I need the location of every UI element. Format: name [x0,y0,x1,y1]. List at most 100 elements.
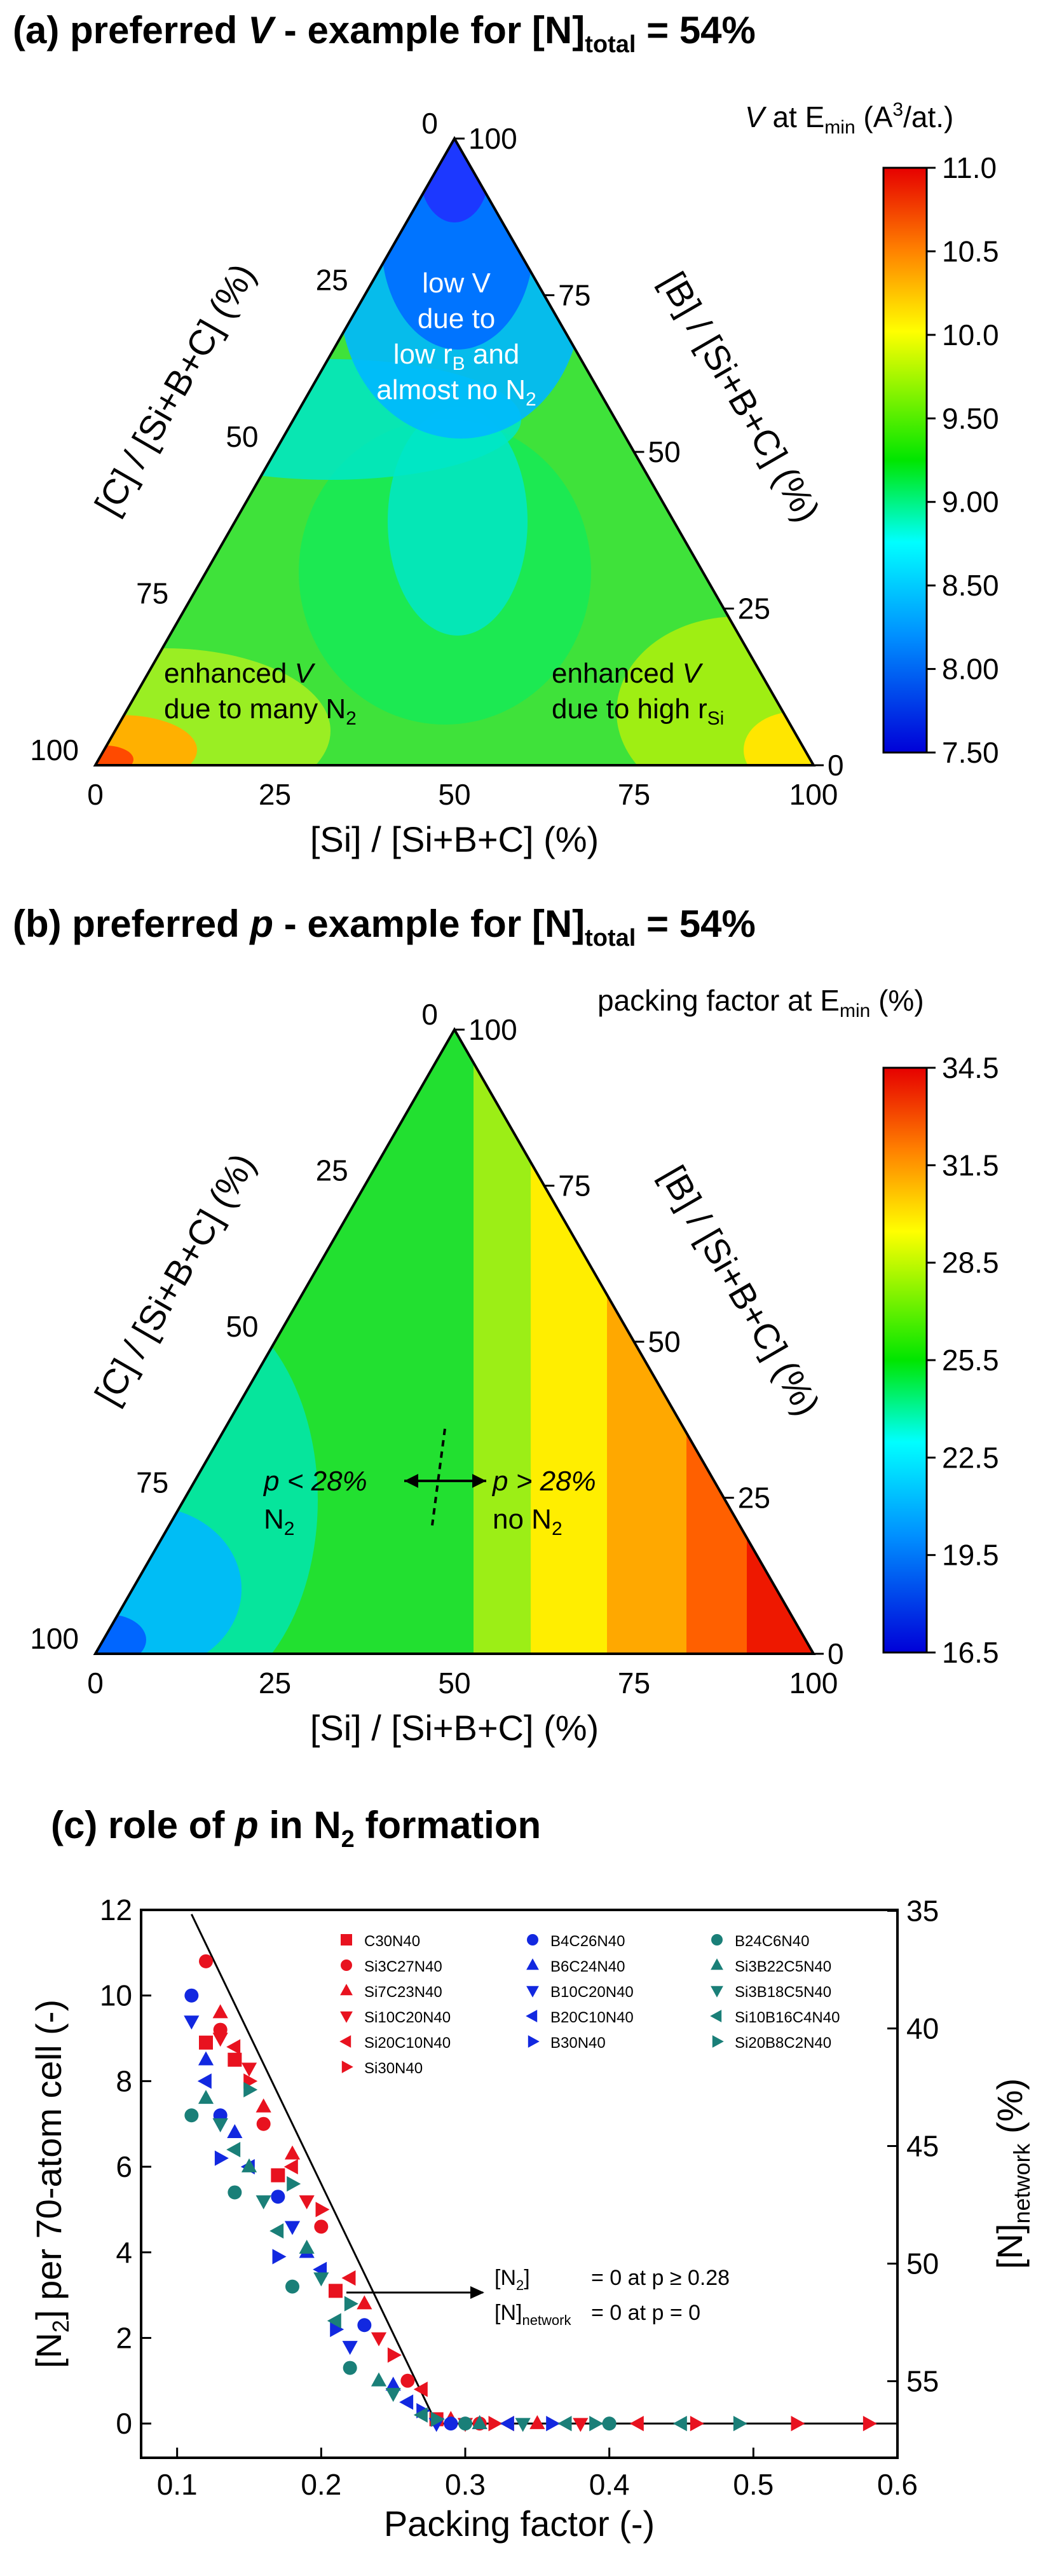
panel-c-point [283,2158,298,2175]
panel-c-point [226,2039,241,2055]
panel-c-point [387,2347,402,2363]
panel-b: (b) preferred p - example for [N]total =… [13,903,999,1748]
panel-c-point [343,2361,357,2375]
panel-c-point [488,2416,503,2432]
panel-a: (a) preferred V - example for [N]total =… [13,9,999,859]
panel-a-left-tick: 100 [30,733,79,767]
panel-c-point [199,1954,213,1968]
panel-a-note-low-v-line3: low rB and [393,339,520,374]
panel-c-point [342,2341,358,2355]
panel-a-colorbar-ticks: 11.0 10.5 10.0 9.50 9.00 8.50 8.00 7.50 [927,151,999,769]
panel-b-bottom-tick: 50 [438,1666,470,1700]
panel-c-point [344,2296,358,2312]
panel-a-right-tick: 0 [828,749,844,782]
panel-c-legend-marker [710,2010,722,2022]
panel-b-bottom-tick: 75 [618,1666,650,1700]
panel-b-left-tick: 75 [136,1466,168,1499]
panel-a-colorbar-tick-label: 10.0 [942,318,999,351]
panel-b-bottom-tick: 25 [259,1666,291,1700]
panel-c-legend-marker [526,1958,539,1970]
panel-a-colorbar-tick-label: 11.0 [942,151,997,184]
panel-c-point [228,2052,242,2067]
panel-a-bottom-tick: 75 [618,778,650,811]
panel-c-point [198,2090,214,2104]
panel-c-y2-tick-label: 40 [906,2012,939,2045]
panel-c-point [212,2004,228,2019]
panel-c-legend-marker [339,2035,351,2048]
panel-a-title: (a) preferred V - example for [N]total =… [13,9,756,58]
panel-c-point [272,2249,287,2265]
panel-a-bottom-tick: 100 [789,778,838,811]
panel-c-x-tick-label: 0.6 [877,2468,918,2501]
panel-c-point [198,2051,214,2066]
panel-b-ternary-ticks: 0 0 0 25 25 25 50 50 50 75 75 75 100 100 100 [30,998,843,1700]
panel-c-legend-marker [711,1986,723,1998]
panel-a-right-tick: 100 [468,122,517,155]
panel-c-point [256,2195,271,2210]
panel-c-legend-label: Si30N40 [364,2060,423,2077]
panel-a-left-tick: 75 [136,577,168,610]
panel-c-annotation-network: [N]network = 0 at p = 0 [494,2301,700,2328]
panel-c-point [458,2416,472,2431]
panel-c-legend-label: B6C24N40 [550,1958,625,1975]
panel-c-point [672,2416,687,2432]
panel-c-point [197,2073,212,2089]
panel-a-note-low-v-line4: almost no N2 [376,374,536,410]
panel-a-colorbar-tick-label: 10.5 [942,235,999,268]
panel-c-x-tick-label: 0.4 [589,2468,630,2501]
panel-a-note-enhanced-n2: enhanced V [164,658,316,689]
panel-c-point [371,2372,387,2387]
panel-b-heatmap [95,1030,814,1654]
panel-c-point [385,2376,401,2391]
panel-c-x-axis-label: Packing factor (-) [384,2504,655,2544]
panel-c-point [357,2318,372,2333]
panel-c-y-tick-label: 10 [100,1979,132,2012]
panel-a-ternary-ticks: 0 0 0 25 25 25 50 50 50 75 75 75 100 100 100 [30,107,843,811]
panel-c-point [690,2416,704,2432]
panel-b-right-tick: 100 [468,1013,517,1046]
panel-c-legend-label: Si10C20N40 [364,2009,451,2026]
panel-c-legend-marker [341,2061,353,2073]
panel-c-title: (c) role of p in N2 formation [51,1804,541,1853]
panel-c-y-tick-label: 6 [116,2150,132,2183]
panel-c-point [269,2223,284,2239]
panel-c-legend-marker [711,1958,723,1970]
panel-c-point [228,2185,242,2200]
panel-a-left-tick: 25 [316,264,348,297]
panel-b-note-left: p < 28% [262,1466,367,1497]
panel-c-point [256,2098,271,2113]
panel-a-x-axis-label: [Si] / [Si+B+C] (%) [310,819,599,859]
panel-c-point [184,2015,200,2030]
panel-b-x-axis-label: [Si] / [Si+B+C] (%) [310,1708,599,1748]
panel-b-colorbar-tick-label: 16.5 [942,1636,999,1669]
panel-c-point [515,2418,531,2432]
panel-c-point [444,2416,458,2431]
panel-c-legend-label: Si3C27N40 [364,1958,442,1975]
panel-c-point [400,2373,415,2388]
panel-c-point [791,2416,805,2432]
panel-b-colorbar-tick-label: 19.5 [942,1539,999,1572]
panel-a-note-enhanced-si-line2: due to high rSi [552,693,724,729]
panel-c-x-tick-label: 0.2 [301,2468,341,2501]
panel-c-point [314,2219,329,2234]
panel-c-point [226,2142,241,2158]
panel-c-legend: C30N40 Si3C27N40 Si7C23N40 Si10C20N40 Si20C1… [339,1933,840,2077]
panel-c-point [413,2407,428,2423]
panel-a-left-tick: 50 [226,420,258,453]
panel-c-point [313,2272,329,2287]
panel-c-legend-marker [341,1959,352,1971]
panel-b-colorbar [882,1067,928,1654]
panel-c-legend-label: Si3B18C5N40 [735,1984,831,2001]
panel-a-colorbar-tick-label: 7.50 [942,736,999,769]
panel-c-legend-marker [712,2035,724,2048]
panel-c-legend-label: B20C10N40 [550,2009,634,2026]
panel-a-right-axis-label: [B] / [Si+B+C] (%) [653,265,828,528]
panel-b-left-tick: 0 [421,998,438,1031]
panel-b-left-tick: 100 [30,1622,79,1655]
panel-b-colorbar-tick-label: 22.5 [942,1441,999,1474]
panel-b-note-right: p > 28% [491,1466,596,1497]
panel-a-bottom-tick: 0 [87,778,104,811]
panel-c-legend-marker [340,1984,353,1996]
panel-a-colorbar-tick-label: 8.00 [942,653,999,686]
panel-c-legend-label: B24C6N40 [735,1933,809,1950]
